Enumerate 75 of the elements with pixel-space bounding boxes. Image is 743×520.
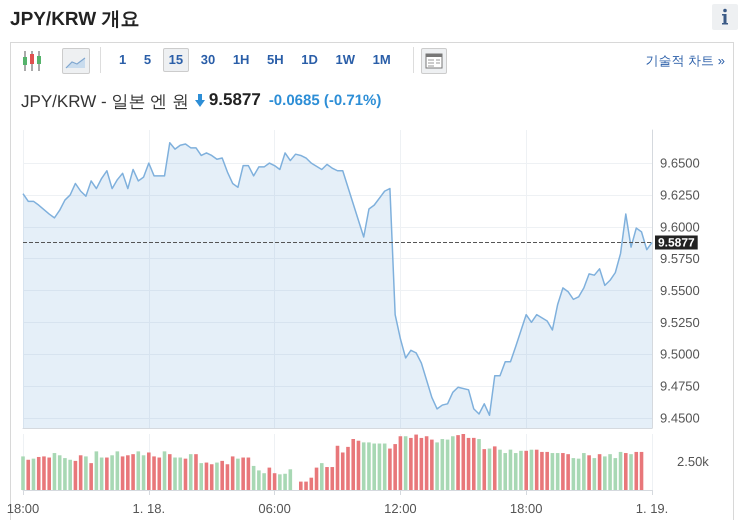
bar	[74, 460, 78, 490]
y-tick-label: 9.4750	[660, 378, 700, 394]
bar	[142, 455, 146, 490]
bar	[131, 454, 135, 490]
bar	[194, 454, 198, 490]
bar	[236, 458, 240, 490]
bar	[572, 458, 576, 490]
y-tick-label: 9.5000	[660, 346, 700, 362]
bar	[382, 444, 386, 490]
chart-title: JPY/KRW 개요	[10, 8, 140, 32]
bar	[530, 450, 534, 490]
y-tick-label: 9.5250	[660, 314, 700, 330]
bar	[262, 473, 266, 490]
x-tick-label: 1. 18.	[132, 501, 166, 516]
bar	[89, 463, 93, 490]
bar	[624, 453, 628, 490]
bar	[184, 458, 188, 490]
bar	[482, 449, 486, 490]
bar	[230, 456, 234, 490]
ref-line-label: 9.5877	[658, 235, 696, 250]
bar	[78, 455, 82, 490]
bar	[409, 438, 413, 490]
x-tick-label: 18:00	[510, 501, 542, 516]
x-tick-label: 18:00	[6, 501, 40, 516]
bar	[94, 451, 98, 490]
bar	[32, 458, 36, 490]
x-tick-label: 12:00	[384, 501, 417, 516]
bar	[272, 473, 276, 490]
bar	[100, 458, 104, 490]
bar	[68, 460, 72, 490]
bar	[404, 436, 408, 490]
bar	[629, 454, 633, 490]
bar	[105, 458, 109, 490]
y-tick-label: 9.5500	[660, 282, 700, 298]
text: 1 5 15 30 1H 5H 1D 1W 1M	[119, 52, 391, 67]
bar	[556, 453, 560, 490]
y-tick-label: 9.4500	[660, 410, 700, 426]
bar	[561, 453, 565, 490]
bar	[603, 456, 607, 490]
bar	[199, 463, 204, 490]
y-tick-label: 9.6000	[660, 219, 700, 234]
bar	[299, 482, 303, 490]
x-tick-label: 1. 19.	[636, 501, 668, 516]
bar	[26, 460, 30, 490]
bar	[550, 453, 554, 490]
bar	[587, 455, 591, 490]
bar	[477, 439, 481, 490]
bar	[188, 454, 193, 490]
chart-subtitle: JPY/KRW - 일본 엔 원	[21, 91, 189, 113]
bar	[84, 456, 88, 490]
bar	[278, 474, 282, 490]
bar	[388, 448, 392, 490]
bar	[598, 454, 602, 490]
bar	[524, 450, 528, 490]
bar	[162, 451, 166, 490]
bar	[592, 458, 596, 490]
text: -0.0685 (-0.71%)	[268, 92, 382, 109]
y-tick-label: 9.5750	[660, 251, 700, 266]
text: 2.50k	[677, 454, 709, 469]
x-tick-label: 06:00	[258, 501, 291, 516]
y-tick-label: 9.6250	[660, 187, 700, 202]
bar	[21, 456, 25, 490]
text: 기술적 차트 »	[646, 52, 725, 70]
bar	[168, 454, 172, 490]
bar	[136, 451, 140, 490]
bar	[215, 462, 219, 490]
y-tick-label: 9.6500	[660, 156, 700, 171]
bar	[545, 452, 549, 490]
bar	[618, 452, 622, 490]
bar	[488, 448, 492, 490]
bar	[566, 454, 570, 490]
bar	[492, 446, 497, 490]
text: 9.5877	[208, 90, 261, 110]
bar	[320, 463, 324, 490]
bar	[268, 468, 272, 490]
